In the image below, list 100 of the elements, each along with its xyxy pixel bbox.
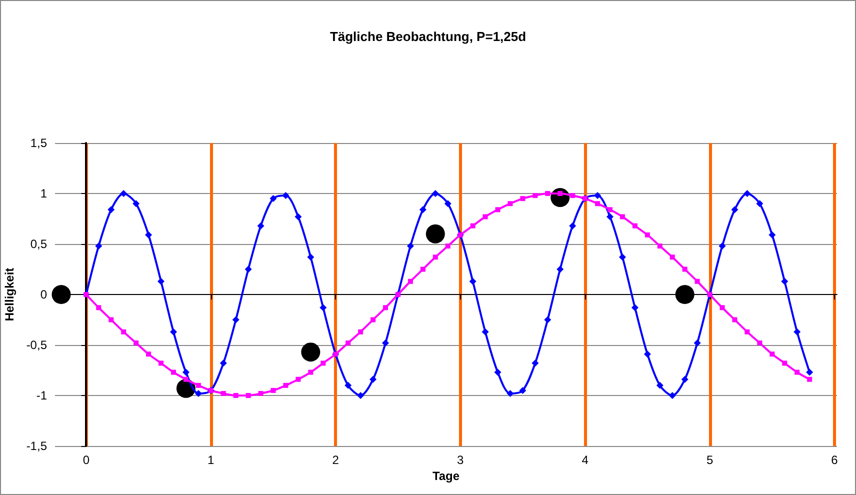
point (781, 278, 788, 285)
point (196, 382, 201, 388)
y-tick-label: -1,5 (26, 439, 48, 453)
point (782, 360, 788, 366)
point (657, 244, 662, 249)
point (121, 329, 126, 334)
point (807, 376, 812, 382)
point (682, 266, 688, 272)
point (108, 317, 114, 322)
point (570, 193, 576, 198)
point (370, 317, 376, 322)
x-tick-label: 5 (706, 453, 714, 467)
point (158, 278, 165, 285)
point (158, 360, 164, 366)
point (308, 370, 314, 375)
point (482, 328, 489, 336)
point (283, 382, 288, 388)
point (194, 390, 202, 397)
point (246, 393, 251, 398)
point (220, 360, 227, 367)
point (382, 339, 390, 346)
point (718, 242, 726, 250)
point (344, 382, 352, 389)
point (257, 222, 264, 230)
point (495, 207, 500, 212)
x-tick-label: 3 (457, 453, 464, 467)
point (358, 329, 364, 334)
point (432, 254, 438, 260)
point (644, 232, 650, 238)
point (644, 350, 651, 358)
point (146, 352, 152, 357)
point (694, 339, 701, 346)
point (569, 222, 576, 230)
point (357, 392, 364, 399)
point (494, 368, 502, 376)
point (301, 342, 320, 362)
point (134, 340, 139, 346)
point (346, 340, 351, 346)
point (183, 376, 188, 382)
point (757, 340, 762, 346)
point (768, 231, 776, 238)
point (145, 231, 152, 238)
point (294, 213, 302, 220)
point (232, 316, 240, 324)
point (270, 388, 276, 393)
point (95, 242, 102, 250)
point (469, 278, 476, 285)
point (675, 285, 694, 304)
point (670, 254, 675, 260)
point (694, 278, 700, 284)
point (108, 206, 115, 214)
point (258, 390, 264, 396)
point (170, 370, 176, 375)
point (558, 191, 563, 196)
point (681, 376, 688, 383)
point (620, 214, 625, 220)
point (383, 305, 388, 310)
point (419, 206, 426, 214)
point (406, 242, 414, 250)
point (426, 224, 445, 244)
point (445, 244, 450, 249)
point (482, 214, 488, 220)
point (444, 200, 452, 208)
x-tick-label: 1 (208, 453, 215, 467)
point (470, 223, 476, 228)
point (732, 317, 738, 322)
point (370, 376, 377, 383)
point (544, 316, 552, 324)
point (770, 352, 775, 357)
y-axis-title: Helligkeit (2, 268, 16, 322)
y-tick-label: -0,5 (26, 338, 48, 352)
point (182, 368, 190, 376)
point (432, 190, 439, 197)
x-tick-label: 0 (82, 453, 90, 467)
x-tick-label: 2 (332, 453, 340, 467)
point (668, 392, 676, 399)
point (270, 195, 277, 202)
point (794, 370, 800, 375)
point (656, 382, 664, 389)
x-tick-label: 6 (831, 453, 838, 467)
y-tick-label: 1,5 (30, 136, 48, 150)
point (170, 328, 177, 336)
point (794, 328, 801, 336)
point (233, 393, 238, 398)
chart-title: Tägliche Beobachtung, P=1,25d (330, 29, 526, 44)
point (532, 360, 539, 367)
point (520, 196, 526, 202)
point (608, 207, 613, 212)
point (52, 285, 71, 304)
point (132, 200, 140, 208)
point (420, 266, 426, 272)
point (282, 192, 290, 200)
point (556, 266, 564, 273)
point (120, 190, 128, 197)
point (320, 360, 326, 366)
point (606, 213, 614, 220)
y-tick-label: 1 (40, 186, 48, 200)
point (307, 254, 314, 261)
point (408, 278, 413, 284)
point (618, 254, 626, 261)
